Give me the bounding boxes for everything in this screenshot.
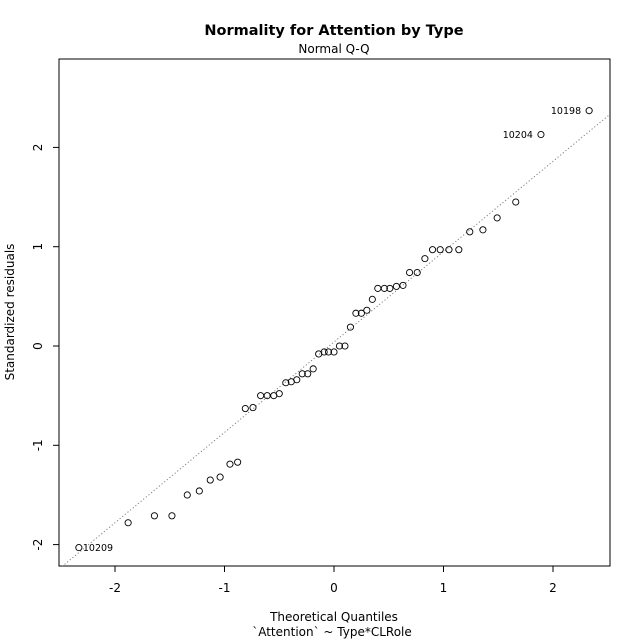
data-point [352, 309, 360, 317]
data-point [324, 348, 333, 356]
x-tick-label: -2 [109, 581, 121, 595]
data-point [368, 295, 376, 303]
data-point [206, 476, 214, 484]
data-point [150, 512, 158, 520]
data-point [168, 512, 176, 520]
data-point [380, 284, 388, 292]
points-group [75, 107, 593, 552]
y-axis: -2 -1 0 1 2 [31, 144, 59, 551]
data-point [479, 226, 487, 234]
point-label: 10204 [503, 130, 533, 141]
y-tick-label: 2 [31, 144, 45, 152]
data-point [183, 491, 191, 499]
data-point [585, 107, 593, 115]
data-point [357, 309, 365, 317]
data-point [249, 404, 257, 412]
data-point [406, 268, 414, 277]
qq-reference-line [61, 113, 610, 566]
data-point [455, 246, 463, 254]
data-point [537, 130, 545, 139]
data-point [399, 281, 407, 289]
data-point [335, 342, 344, 350]
data-point [195, 487, 203, 495]
reference-line-group [61, 113, 610, 566]
chart-title: Normality for Attention by Type [204, 23, 463, 39]
data-point [309, 365, 317, 373]
y-tick-label: -1 [31, 439, 45, 451]
data-point [363, 306, 371, 314]
data-point [466, 228, 474, 236]
data-point [282, 379, 290, 387]
data-point [75, 544, 83, 552]
data-point [346, 323, 354, 331]
y-tick-label: 0 [31, 342, 45, 350]
data-point [421, 255, 429, 263]
data-point [445, 246, 453, 254]
data-point [298, 370, 306, 378]
data-point [124, 519, 132, 527]
data-point [241, 405, 249, 413]
x-tick-label: 2 [549, 581, 557, 595]
data-point [374, 284, 382, 292]
data-point [386, 284, 394, 292]
point-labels-group: 10209 10204 10198 [83, 106, 581, 554]
chart-subtitle: Normal Q-Q [298, 42, 369, 56]
data-point [216, 473, 224, 481]
data-point [275, 390, 283, 398]
data-point [512, 198, 520, 206]
data-point [226, 460, 234, 468]
data-point [257, 392, 265, 400]
point-label: 10198 [551, 106, 581, 117]
x-tick-label: 0 [330, 581, 338, 595]
x-axis-sublabel: `Attention` ~ Type*CLRole [252, 625, 412, 639]
data-point [413, 268, 421, 277]
data-point [304, 370, 312, 378]
x-axis-label: Theoretical Quantiles [269, 610, 398, 624]
x-axis: -2 -1 0 1 2 [109, 566, 557, 595]
point-label: 10209 [83, 543, 113, 554]
x-tick-label: 1 [440, 581, 448, 595]
y-tick-label: -2 [31, 539, 45, 551]
data-point [320, 348, 328, 356]
data-point [341, 342, 349, 350]
data-point [428, 246, 437, 254]
data-point [392, 282, 400, 290]
data-point [330, 348, 338, 356]
data-point [436, 246, 444, 254]
y-tick-label: 1 [31, 243, 45, 251]
y-axis-label: Standardized residuals [3, 244, 17, 381]
x-tick-label: -1 [219, 581, 231, 595]
data-point [293, 376, 301, 384]
data-point [493, 214, 501, 222]
data-point [234, 458, 242, 466]
